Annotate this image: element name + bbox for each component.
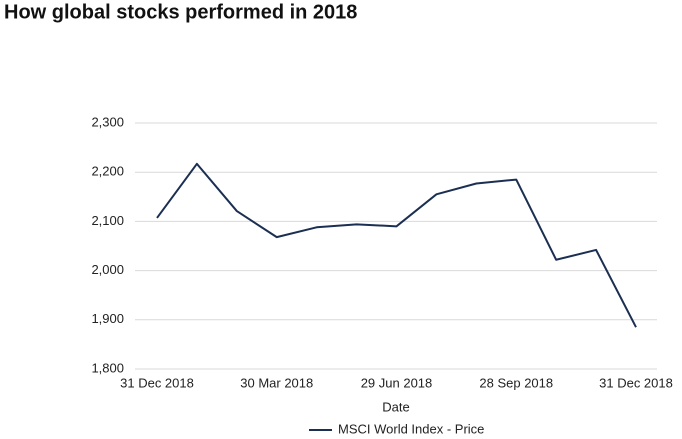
y-tick-label: 2,200 bbox=[91, 164, 124, 179]
y-tick-label: 2,000 bbox=[91, 262, 124, 277]
x-tick-label: 29 Jun 2018 bbox=[361, 375, 433, 390]
line bbox=[156, 162, 637, 328]
legend-label: MSCI World Index - Price bbox=[338, 421, 484, 436]
y-tick-label: 1,900 bbox=[91, 311, 124, 326]
chart-title: How global stocks performed in 2018 bbox=[4, 1, 357, 23]
x-tick-label: 31 Dec 2018 bbox=[120, 375, 194, 390]
x-tick-label: 28 Sep 2018 bbox=[479, 375, 553, 390]
x-tick-label: 31 Dec 2018 bbox=[599, 375, 673, 390]
x-tick-label: 30 Mar 2018 bbox=[240, 375, 313, 390]
y-tick-label: 2,100 bbox=[91, 213, 124, 228]
y-tick-label: 1,800 bbox=[91, 360, 124, 375]
y-tick-label: 2,300 bbox=[91, 114, 124, 129]
x-axis-label: Date bbox=[382, 399, 409, 414]
